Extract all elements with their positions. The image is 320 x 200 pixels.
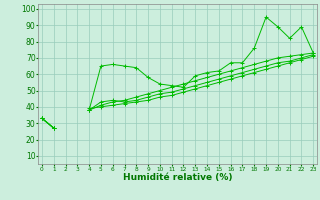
X-axis label: Humidité relative (%): Humidité relative (%): [123, 173, 232, 182]
